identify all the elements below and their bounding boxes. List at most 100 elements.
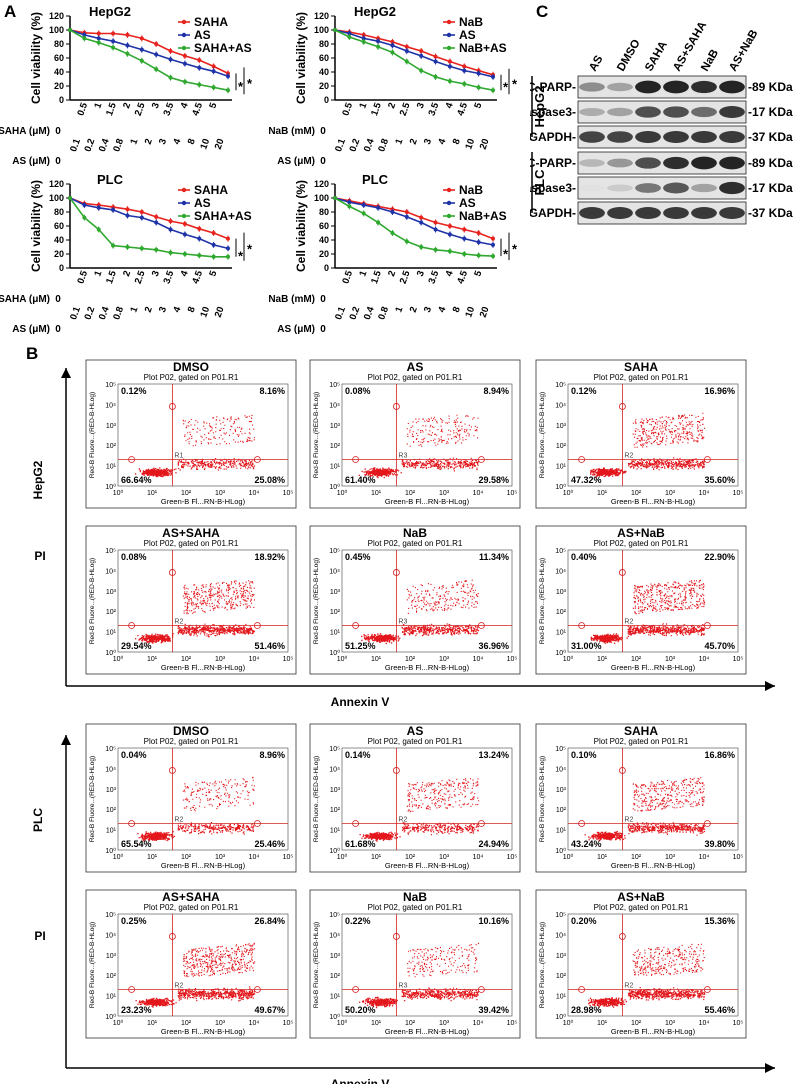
x-tick-label: 10³: [665, 1020, 676, 1027]
protein-label: C-PARP-: [530, 80, 576, 94]
dose-tick: 3: [422, 137, 434, 146]
arrow-head: [61, 735, 71, 745]
series-line-NaB+AS: [334, 29, 494, 91]
y-tick-label: 10¹: [330, 630, 341, 637]
gate-label: R2: [624, 816, 633, 823]
plot-area: [117, 383, 289, 487]
dose-tick: 0.4: [362, 137, 377, 154]
dose-tick: 3.5: [427, 101, 442, 118]
blot-band: [663, 207, 689, 219]
gate-handle: [392, 933, 400, 940]
data-point: [476, 85, 481, 90]
gate-handle: [128, 820, 136, 827]
quadrant-ll: 51.25%: [345, 641, 376, 651]
annexin-label: Annexin V: [331, 1077, 390, 1084]
plot-frame: [309, 889, 521, 1039]
x-tick-label: 10¹: [371, 854, 382, 861]
quadrant-ll: 65.54%: [121, 839, 152, 849]
x-tick-label: 10⁴: [249, 854, 260, 861]
dose-tick: 0.4: [362, 305, 377, 322]
scatter-events: [135, 942, 256, 1008]
data-point: [197, 226, 202, 231]
dose-tick: 2.5: [133, 101, 148, 118]
blot-band: [579, 107, 605, 117]
dose-tick: 1: [357, 269, 369, 278]
quadrant-ul: 0.10%: [571, 750, 597, 760]
x-tick-label: 10³: [439, 490, 450, 497]
blot-strip: [577, 176, 747, 200]
y-tick-label: 60: [54, 53, 64, 63]
scatter-events: [590, 579, 706, 644]
dose-tick: 20: [213, 137, 227, 151]
quadrant-lr: 25.08%: [254, 475, 285, 485]
y-tick-label: 10⁰: [105, 847, 116, 855]
quadrant-ll: 50.20%: [345, 1005, 376, 1015]
data-point: [211, 254, 216, 259]
y-axis-label: Cell viability (%): [294, 12, 308, 104]
lane-label: AS+NaB: [727, 28, 760, 74]
x-tick-label: 10²: [631, 490, 642, 497]
x-tick-label: 10⁴: [699, 1020, 710, 1027]
x-tick-label: 10¹: [597, 490, 608, 497]
lane-label: NaB: [699, 48, 721, 74]
dose-tick: 2: [143, 305, 155, 314]
y-axis-label: Cell viability (%): [29, 12, 43, 104]
blot-band: [691, 80, 717, 94]
quadrant-ur: 10.16%: [478, 916, 509, 926]
plot-area: [567, 549, 739, 653]
kda-label: -89 KDa: [748, 156, 793, 170]
dose-tick: 4: [444, 101, 456, 110]
y-tick-label: 10³: [330, 787, 341, 794]
data-point: [197, 65, 202, 70]
lane-label: AS: [587, 53, 606, 73]
data-point: [376, 205, 381, 210]
plot-title: AS: [407, 724, 424, 738]
data-point: [333, 28, 337, 32]
data-point: [462, 68, 467, 73]
blot-band: [635, 157, 661, 169]
quadrant-ll: 31.00%: [571, 641, 602, 651]
dose-tick: 20: [478, 137, 492, 151]
blot-band: [663, 106, 689, 118]
y-tick-label: 10¹: [556, 994, 567, 1001]
plot-title: NaB: [403, 526, 427, 540]
y-tick-label: 10³: [106, 787, 117, 794]
data-point: [347, 204, 352, 209]
plot-area: [341, 747, 513, 851]
dose-tick: 0.2: [348, 137, 363, 153]
x-tick-label: 10⁰: [563, 655, 574, 663]
quadrant-lr: 39.42%: [478, 1005, 509, 1015]
y-tick-label: 60: [54, 221, 64, 231]
protein-label: GAPDH-: [530, 206, 576, 220]
chart-title: HepG2: [89, 4, 131, 19]
y-tick-label: 80: [319, 39, 329, 49]
y-tick-label: 10²: [330, 609, 341, 616]
dose-tick: 0.1: [68, 305, 83, 322]
y-tick-label: 0: [59, 263, 64, 273]
data-point: [390, 50, 395, 55]
dose-tick: 3: [415, 101, 427, 110]
data-point: [447, 232, 452, 237]
data-point: [154, 247, 159, 252]
gate-handle: [352, 820, 360, 827]
y-tick-label: 10⁴: [105, 932, 116, 939]
y-tick-label: 10⁵: [555, 382, 566, 389]
dose-tick: 4: [171, 305, 183, 314]
data-point: [433, 74, 438, 79]
y-tick-label: 10⁰: [105, 649, 116, 657]
x-tick-label: 10¹: [371, 1020, 382, 1027]
y-tick-label: 10⁵: [555, 548, 566, 555]
dose-row-label: AS (μM): [277, 324, 315, 335]
y-tick-label: 60: [319, 221, 329, 231]
kda-label: -17 KDa: [748, 181, 793, 195]
y-tick-label: 60: [319, 53, 329, 63]
plot-header: Plot P02, gated on P01.R1: [368, 737, 463, 746]
y-tick-label: 10³: [556, 589, 567, 596]
gate-handle: [477, 986, 485, 993]
x-tick-label: 10¹: [371, 656, 382, 663]
blot-band: [607, 82, 633, 92]
